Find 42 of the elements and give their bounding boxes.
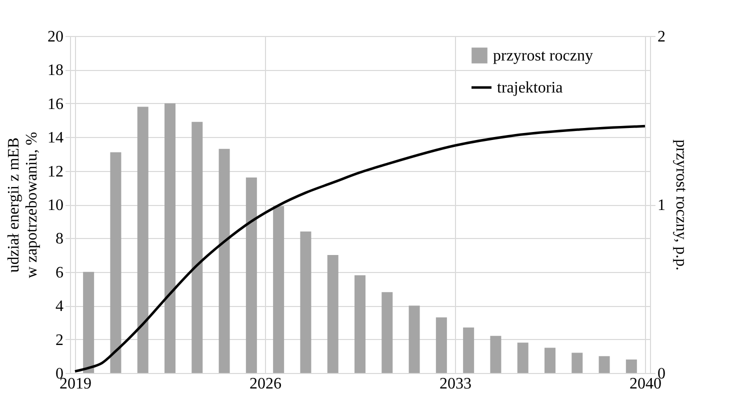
bar (517, 342, 528, 373)
bar (598, 356, 610, 373)
bar (300, 231, 312, 373)
bar (83, 272, 94, 373)
text: w zapotrzebowaniu, % (24, 132, 40, 278)
y-tick-label: 8 (56, 230, 64, 248)
bar (626, 360, 637, 373)
y-tick-label: 6 (56, 264, 64, 282)
bar (544, 348, 556, 373)
bar (354, 275, 366, 373)
bar (137, 106, 148, 373)
line-series (74, 124, 646, 373)
x-tick-label: 2026 (250, 376, 282, 392)
y-tick-label: 10 (48, 197, 64, 214)
bar (490, 336, 502, 373)
legend-label: przyrost roczny (493, 48, 593, 64)
y-tick-label: 4 (56, 298, 64, 316)
y2-axis-title: przyrost roczny, p.p. (672, 140, 690, 270)
legend-label: trajektoria (497, 80, 563, 96)
y-tick-label: 20 (48, 28, 64, 46)
bar (408, 306, 420, 373)
y-tick-label: 16 (48, 96, 64, 113)
bar (382, 292, 393, 373)
bar (463, 328, 474, 373)
y-tick-label: 0 (56, 366, 64, 382)
y2-tick-label: 2 (658, 28, 666, 46)
y-tick-label: 18 (48, 62, 64, 80)
y2-tick-label: 1 (658, 197, 666, 214)
bar (246, 178, 257, 373)
y-tick-label: 12 (48, 163, 64, 180)
y-tick-label: 14 (48, 130, 64, 147)
y-tick-label: 2 (56, 332, 64, 349)
text: udział energii z mEB (6, 137, 22, 273)
bar (327, 255, 338, 373)
bar (164, 103, 176, 373)
bar (218, 148, 230, 373)
bar (192, 122, 203, 373)
bar (273, 206, 284, 373)
x-tick-label: 2033 (440, 376, 472, 392)
bar (436, 317, 447, 373)
bar (572, 352, 583, 373)
bar (110, 152, 122, 373)
